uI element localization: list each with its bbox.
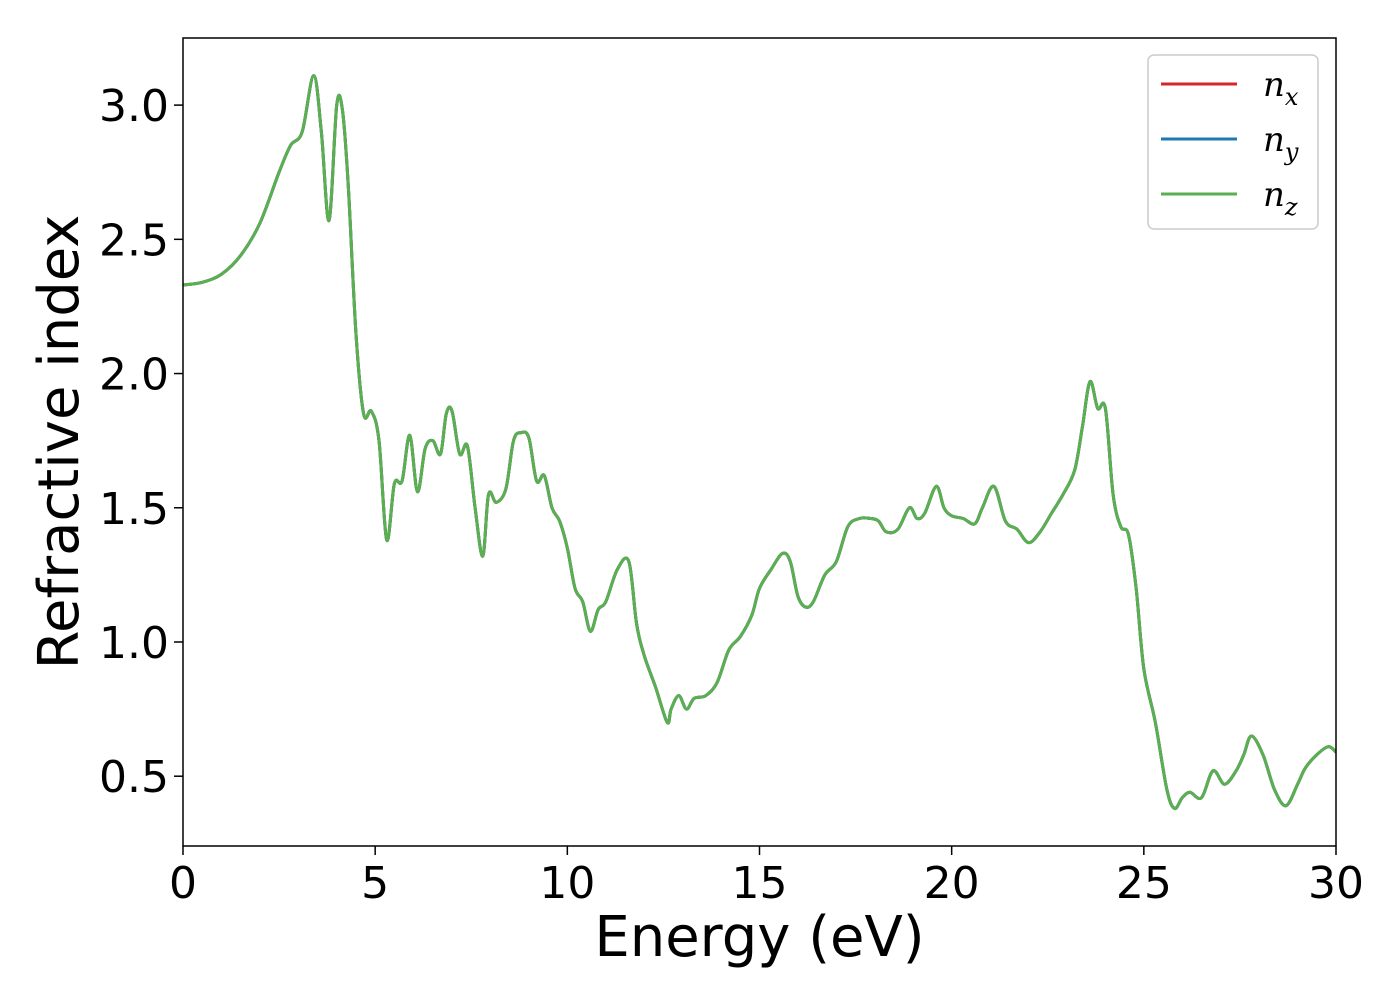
legend-label-subscript: x bbox=[1285, 83, 1299, 111]
x-axis-ticks: 0 5 10 15 20 25 30 bbox=[169, 846, 1364, 909]
y-tick-label: 2.5 bbox=[99, 215, 169, 266]
series-layer bbox=[183, 74, 1336, 810]
y-tick-label: 3.0 bbox=[99, 81, 169, 132]
x-tick-label: 15 bbox=[732, 858, 788, 909]
x-tick-label: 10 bbox=[539, 858, 595, 909]
y-tick-label: 1.0 bbox=[99, 618, 169, 669]
legend-label-symbol: n bbox=[1263, 120, 1285, 160]
legend-box bbox=[1147, 54, 1319, 230]
y-tick-label: 2.0 bbox=[99, 350, 169, 401]
legend-label: nx bbox=[1263, 65, 1299, 111]
legend-label-subscript: y bbox=[1284, 138, 1299, 166]
y-tick-label: 1.5 bbox=[99, 484, 169, 535]
x-tick-label: 5 bbox=[361, 858, 389, 909]
y-tick-label: 0.5 bbox=[99, 752, 169, 803]
legend-label-subscript: z bbox=[1284, 193, 1298, 221]
x-tick-label: 20 bbox=[924, 858, 980, 909]
x-tick-label: 25 bbox=[1116, 858, 1172, 909]
legend-label-symbol: n bbox=[1263, 65, 1285, 105]
y-axis-title: Refractive index bbox=[27, 215, 92, 670]
x-axis-title: Energy (eV) bbox=[594, 905, 924, 970]
legend-label: ny bbox=[1263, 120, 1299, 166]
y-axis-ticks: 0.5 1.0 1.5 2.0 2.5 3.0 bbox=[99, 81, 183, 803]
series-line-nz bbox=[183, 74, 1336, 810]
x-tick-label: 30 bbox=[1308, 858, 1364, 909]
legend-label: nz bbox=[1263, 175, 1298, 221]
legend-label-symbol: n bbox=[1263, 175, 1285, 215]
x-tick-label: 0 bbox=[169, 858, 197, 909]
